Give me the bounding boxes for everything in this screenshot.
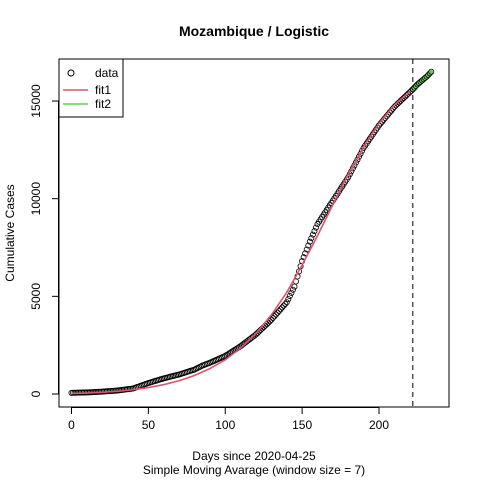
x-tick-label: 0 <box>68 418 75 432</box>
data-point <box>291 283 298 290</box>
data-point <box>283 299 290 306</box>
legend-data-label: data <box>95 66 119 80</box>
data-point <box>271 313 278 320</box>
data-point <box>408 87 415 94</box>
data-point <box>222 352 229 359</box>
fit1-line <box>71 88 414 395</box>
fit2-point-outline <box>411 84 418 91</box>
fit2-point-outline <box>423 73 430 80</box>
data-point <box>274 309 281 316</box>
data-point <box>279 304 286 311</box>
x-tick-label: 50 <box>142 418 156 432</box>
data-point <box>266 318 273 325</box>
fit2-point-outline <box>426 70 433 77</box>
data-point <box>305 242 312 249</box>
data-point <box>223 351 230 358</box>
legend-fit2-label: fit2 <box>95 97 111 111</box>
data-point <box>285 296 292 303</box>
y-tick-label: 5000 <box>29 283 43 310</box>
x-axis-label: Days since 2020-04-25 <box>192 449 316 463</box>
data-point <box>303 246 310 253</box>
axis-layer: 0 50 100 150 200 0 5000 10000 15000 <box>29 84 389 432</box>
legend: data fit1 fit2 <box>58 58 124 118</box>
y-tick-label: 0 <box>29 390 43 397</box>
y-tick-label: 15000 <box>29 84 43 118</box>
fit2-point-outline <box>409 86 416 93</box>
legend-data-marker <box>67 69 75 77</box>
data-point <box>289 286 296 293</box>
data-point <box>277 306 284 313</box>
data-point <box>309 231 316 238</box>
x-tick-label: 150 <box>292 418 312 432</box>
data-point <box>269 315 276 322</box>
data-point <box>280 302 287 309</box>
x-axis-sublabel: Simple Moving Avarage (window size = 7) <box>143 463 365 477</box>
data-point <box>311 228 318 235</box>
legend-fit1-label: fit1 <box>95 83 111 97</box>
x-tick-label: 100 <box>215 418 235 432</box>
legend-box <box>58 58 124 118</box>
data-point <box>276 307 283 314</box>
fit2-point-outline <box>425 71 432 78</box>
y-tick-label: 10000 <box>29 182 43 216</box>
data-point <box>308 235 315 242</box>
y-axis-label: Cumulative Cases <box>3 184 17 281</box>
chart-title: Mozambique / Logistic <box>179 23 329 39</box>
data-point <box>272 311 279 318</box>
data-layer <box>68 59 435 407</box>
data-point <box>306 238 313 245</box>
data-point <box>268 316 275 323</box>
x-tick-label: 200 <box>369 418 389 432</box>
data-point <box>286 292 293 299</box>
data-point <box>288 289 295 296</box>
fit2-point-outline <box>428 68 435 75</box>
data-point <box>282 300 289 307</box>
data-point <box>312 224 319 231</box>
fit2-point <box>429 69 434 74</box>
